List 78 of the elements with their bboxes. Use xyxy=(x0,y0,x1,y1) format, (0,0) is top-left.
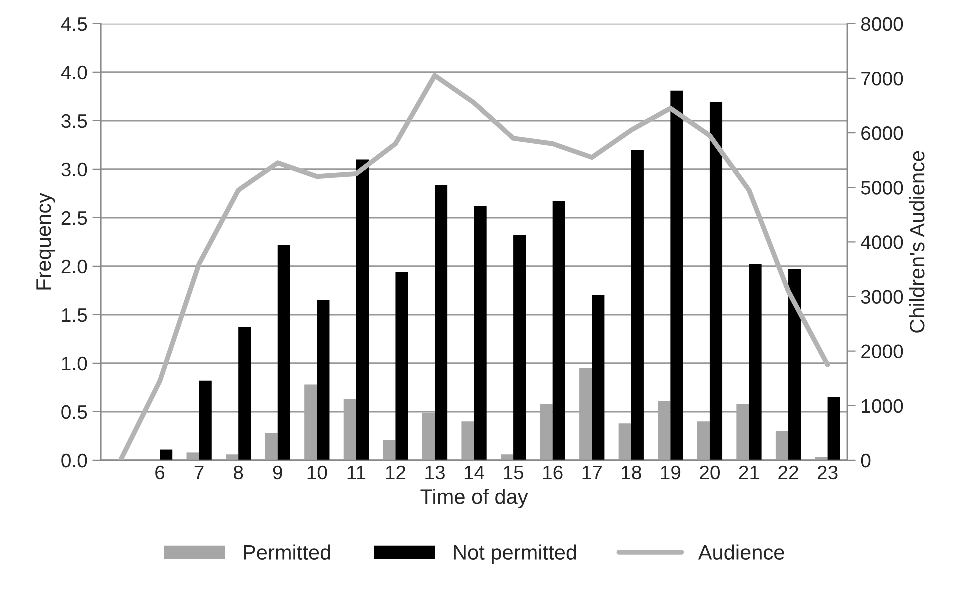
bar xyxy=(226,454,239,460)
y-tick-label: 3.5 xyxy=(62,114,88,128)
x-tick-label: 20 xyxy=(700,466,720,480)
x-tick-label: 13 xyxy=(426,466,445,480)
y2-tick-label: 1000 xyxy=(862,399,904,414)
bar xyxy=(422,412,435,460)
legend-label: Permitted xyxy=(244,544,330,560)
x-tick-label: 22 xyxy=(778,466,798,480)
bar xyxy=(749,264,762,460)
bar xyxy=(199,380,212,460)
bar xyxy=(540,404,553,460)
bar xyxy=(828,397,840,460)
bar xyxy=(462,422,474,460)
legend-label: Audience xyxy=(698,544,784,560)
y-axis-title: Frequency xyxy=(36,193,56,290)
x-tick-label: 8 xyxy=(234,466,244,480)
x-tick-label: 16 xyxy=(544,466,563,480)
bar xyxy=(500,454,514,460)
bar xyxy=(383,440,396,460)
x-tick-label: 9 xyxy=(273,466,282,480)
y2-tick-label: 2000 xyxy=(862,344,904,359)
bar xyxy=(736,404,750,460)
x-tick-label: 12 xyxy=(386,466,406,480)
bar xyxy=(670,90,684,460)
x-tick-label: 14 xyxy=(464,466,485,480)
x-tick-label: 17 xyxy=(582,466,602,480)
y-tick-label: 2.0 xyxy=(62,260,88,274)
bar xyxy=(552,201,566,460)
bar xyxy=(265,433,278,460)
x-tick-label: 23 xyxy=(818,466,838,480)
bar xyxy=(160,450,173,460)
y-tick-label: 3.0 xyxy=(62,162,88,177)
line-series xyxy=(118,73,830,460)
y-tick-label: 4.5 xyxy=(61,18,88,32)
bar xyxy=(514,235,526,460)
x-tick-label: 18 xyxy=(622,466,642,480)
y-tick-label: 0.5 xyxy=(62,405,88,420)
bar xyxy=(618,424,632,460)
x-tick-label: 19 xyxy=(661,466,681,480)
x-tick-label: 6 xyxy=(156,466,165,480)
y-tick-label: 0.0 xyxy=(62,454,88,468)
y-tick-label: 1.5 xyxy=(62,308,88,322)
bar xyxy=(697,422,710,460)
y2-tick-label: 6000 xyxy=(862,126,904,140)
bar xyxy=(474,206,487,460)
x-axis-title: Time of day xyxy=(420,489,528,508)
y2-tick-label: 3000 xyxy=(861,290,904,304)
x-tick-label: 21 xyxy=(739,466,760,480)
bar xyxy=(317,300,330,460)
bar xyxy=(238,328,252,460)
y2-tick-label: 8000 xyxy=(861,17,904,32)
y2-tick-label: 5000 xyxy=(861,181,904,195)
bar xyxy=(631,150,644,460)
bar xyxy=(344,399,356,460)
bar xyxy=(592,296,605,460)
x-tick-label: 15 xyxy=(504,466,524,480)
bar xyxy=(186,452,200,460)
y2-tick-label: 0 xyxy=(861,454,871,468)
bar xyxy=(580,368,592,460)
x-tick-label: 11 xyxy=(348,466,366,480)
bar xyxy=(788,269,802,460)
y-tick-label: 4.0 xyxy=(61,66,88,80)
legend-label: Not permitted xyxy=(454,544,576,564)
y2-axis-title: Children's Audience xyxy=(909,151,925,333)
bar xyxy=(658,401,671,460)
y-tick-label: 1.0 xyxy=(62,356,88,371)
bar xyxy=(304,384,318,460)
x-tick-label: 7 xyxy=(194,466,204,480)
y-tick-label: 2.5 xyxy=(62,211,88,226)
bar xyxy=(278,245,290,460)
y2-tick-label: 7000 xyxy=(862,72,904,86)
bar xyxy=(434,184,448,460)
bar xyxy=(356,160,370,460)
x-tick-label: 10 xyxy=(308,466,328,480)
bar xyxy=(710,102,723,460)
y2-tick-label: 4000 xyxy=(861,236,904,250)
bar xyxy=(396,272,408,460)
bar xyxy=(776,431,789,460)
